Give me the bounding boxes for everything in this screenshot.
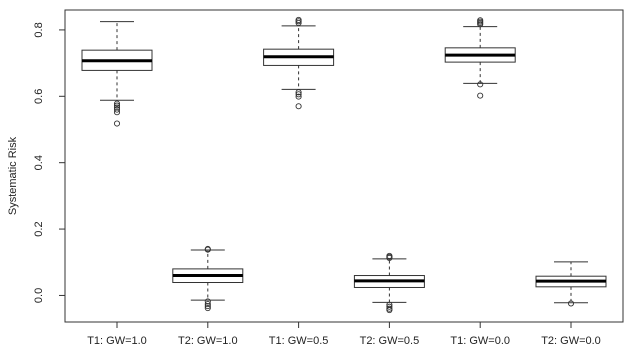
box-6 — [535, 261, 607, 307]
outlier-point — [113, 102, 121, 109]
outlier-point — [295, 93, 302, 100]
x-tick-label: T2: GW=1.0 — [178, 335, 238, 347]
outlier-point — [113, 104, 121, 111]
box-4 — [353, 252, 425, 314]
outlier-point — [295, 19, 302, 26]
outlier-point — [386, 254, 393, 261]
outlier-point — [113, 100, 121, 107]
outlier-point — [477, 21, 484, 28]
outlier-point — [204, 301, 211, 308]
y-tick-label: 0.4 — [33, 155, 45, 170]
outlier-point — [295, 91, 302, 98]
outlier-point — [295, 103, 302, 110]
box-3 — [263, 16, 335, 110]
x-axis: T1: GW=1.0 T2: GW=1.0 T1: GW=0.5 T2: GW=0.5… — [87, 321, 601, 347]
outlier-point — [204, 305, 211, 312]
outlier-point — [386, 307, 393, 314]
outlier-point — [477, 92, 484, 99]
outlier-point — [204, 303, 211, 310]
y-axis: 0.0 0.2 0.4 0.6 0.8 — [33, 22, 65, 303]
y-tick-label: 0.0 — [33, 288, 45, 303]
y-tick-label: 0.2 — [33, 221, 45, 236]
box-1 — [81, 21, 153, 127]
outlier-point — [113, 106, 121, 113]
x-tick-label: T2: GW=0.0 — [541, 335, 601, 347]
outlier-point — [295, 89, 302, 96]
outlier-point — [295, 18, 302, 25]
outlier-point — [204, 246, 211, 253]
x-tick-label: T1: GW=0.0 — [450, 335, 510, 347]
y-tick-label: 0.6 — [33, 89, 45, 104]
x-tick-label: T2: GW=0.5 — [360, 335, 420, 347]
outlier-point — [113, 120, 121, 127]
outlier-point — [386, 303, 393, 310]
box-2 — [172, 245, 244, 312]
outlier-point — [477, 81, 484, 88]
y-axis-label: Systematic Risk — [7, 136, 19, 215]
plot-area — [64, 9, 624, 323]
outlier-point — [567, 300, 575, 307]
x-tick-label: T1: GW=1.0 — [87, 335, 147, 347]
box-5 — [444, 17, 516, 99]
y-tick-label: 0.8 — [33, 22, 45, 37]
outlier-point — [113, 109, 121, 116]
outlier-point — [204, 298, 211, 305]
x-tick-label: T1: GW=0.5 — [269, 335, 329, 347]
